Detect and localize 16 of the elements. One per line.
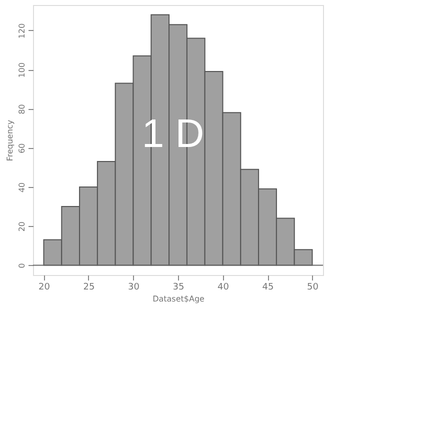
x-tick-label: 45: [262, 282, 274, 292]
x-tick-label: 35: [172, 282, 184, 292]
x-tick-label: 30: [128, 282, 140, 292]
y-tick-label: 0: [18, 263, 26, 268]
y-tick-label: 60: [18, 143, 26, 154]
x-tick-label: 40: [218, 282, 230, 292]
x-tick-label: 50: [307, 282, 319, 292]
x-tick-label: 20: [38, 282, 50, 292]
y-axis-title: Frequency: [6, 120, 14, 162]
y-tick-label: 100: [18, 62, 26, 78]
x-axis-title: Dataset$Age: [152, 294, 205, 304]
y-tick-label: 40: [18, 182, 26, 193]
x-tick-label: 25: [83, 282, 95, 292]
y-tick-label: 20: [18, 221, 26, 232]
y-tick-label: 120: [18, 23, 26, 39]
y-tick-label: 80: [18, 104, 26, 114]
